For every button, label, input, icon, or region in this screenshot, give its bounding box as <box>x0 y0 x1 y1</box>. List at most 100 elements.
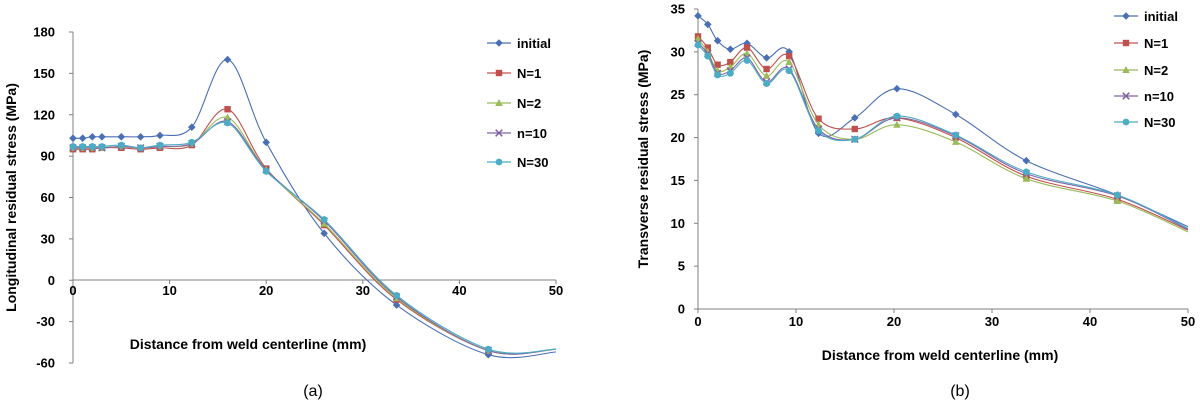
data-point-marker <box>1022 156 1031 165</box>
data-point-marker <box>223 55 232 64</box>
data-point-marker <box>117 141 125 149</box>
legend-label: N=30 <box>1144 115 1175 130</box>
data-point-marker <box>727 58 734 66</box>
data-point-marker <box>743 57 751 64</box>
data-point-marker <box>137 144 145 152</box>
data-point-marker <box>714 61 721 68</box>
x-tick-label: 10 <box>789 314 803 329</box>
legend-item: N=2 <box>487 96 541 111</box>
series-group <box>69 55 557 359</box>
y-tick-label: -30 <box>36 314 55 329</box>
data-point-marker <box>694 35 702 42</box>
data-point-marker <box>262 138 270 147</box>
y-tick-label: 150 <box>33 66 55 81</box>
data-point-marker <box>893 120 901 128</box>
y-tick-labels: -60 -30 0 30 60 90 120 150 180 <box>33 25 73 371</box>
data-point-marker <box>495 99 503 106</box>
data-point-marker <box>224 119 231 127</box>
series-line <box>72 108 557 355</box>
series-line <box>72 121 557 354</box>
y-tick-label: 5 <box>678 259 685 274</box>
chart-panel-b: 0 5 10 15 20 25 30 35 0 10 20 30 40 50 Transverse resi… <box>635 2 1195 401</box>
series-initial <box>69 55 557 359</box>
data-point-marker <box>1122 66 1130 73</box>
data-point-marker <box>1022 174 1031 182</box>
x-axis-title: Distance from weld centerline (mm) <box>822 347 1059 363</box>
data-point-marker <box>815 115 822 122</box>
legend-item: initial <box>1114 9 1178 24</box>
data-point-marker <box>815 127 822 135</box>
x-tick-label: 0 <box>694 314 701 329</box>
y-tick-label: 15 <box>671 173 685 188</box>
data-point-marker <box>893 84 901 93</box>
chart-panel-a: -60 -30 0 30 60 90 120 150 180 0 10 20 30 40 50 Longitu… <box>3 25 563 401</box>
y-tick-labels: 0 5 10 15 20 25 30 35 <box>671 2 698 317</box>
legend-label: N=2 <box>1144 63 1168 78</box>
data-point-marker <box>1122 12 1130 20</box>
series-line <box>73 120 557 355</box>
series-n2 <box>694 35 1189 233</box>
x-tick-label: 30 <box>985 314 999 329</box>
series-group <box>694 12 1189 233</box>
data-point-marker <box>78 134 87 142</box>
x-marker-stroke <box>1122 92 1130 100</box>
data-point-marker <box>952 131 960 139</box>
y-tick-label: 30 <box>41 231 55 246</box>
legend-label: N=30 <box>517 155 548 170</box>
data-point-marker <box>851 114 859 122</box>
x-tick-labels: 0 10 20 30 40 50 <box>694 309 1195 329</box>
x-tick-label: 40 <box>452 283 466 298</box>
data-point-marker <box>262 167 270 175</box>
data-point-marker <box>1114 191 1121 199</box>
legend-item: initial <box>487 36 551 51</box>
x-tick-label: 50 <box>549 283 563 298</box>
data-point-marker <box>763 80 770 87</box>
data-point-marker <box>704 52 712 60</box>
y-axis-title: Longitudinal residual stress (MPa) <box>3 83 19 312</box>
data-point-marker <box>1122 39 1130 47</box>
data-point-marker <box>88 143 96 150</box>
data-point-marker <box>320 219 328 227</box>
data-point-marker <box>743 44 751 51</box>
y-tick-label: 120 <box>33 107 55 122</box>
data-point-marker <box>785 48 793 56</box>
legend-item: N=30 <box>1114 115 1175 130</box>
data-point-marker <box>714 71 721 79</box>
legend-item: N=1 <box>487 66 541 81</box>
data-point-marker <box>851 125 858 133</box>
data-point-marker <box>1113 197 1122 204</box>
data-point-marker <box>495 39 503 47</box>
data-point-marker <box>1022 168 1030 176</box>
x-axis-title: Distance from weld centerline (mm) <box>130 336 367 352</box>
x-tick-label: 0 <box>69 283 76 298</box>
data-point-marker <box>188 138 196 146</box>
y-tick-label: 90 <box>41 149 55 164</box>
y-tick-label: 0 <box>48 273 55 288</box>
data-point-marker <box>713 36 722 45</box>
y-tick-label: 0 <box>678 302 685 317</box>
series-line <box>73 116 557 355</box>
data-point-marker <box>694 41 702 49</box>
x-tick-labels: 0 10 20 30 40 50 <box>69 280 563 298</box>
legend-item: N=30 <box>487 155 548 170</box>
data-point-marker <box>785 58 793 66</box>
series-n30 <box>69 119 557 354</box>
data-point-marker <box>893 112 901 120</box>
data-point-marker <box>79 143 87 150</box>
data-point-marker <box>1122 92 1130 100</box>
legend: initial N=1 N=2 n=10 N=30 <box>1114 9 1178 130</box>
x-tick-label: 10 <box>162 283 176 298</box>
legend: initial N=1 N=2 n=10 N=30 <box>487 36 551 170</box>
data-point-marker <box>392 301 401 309</box>
data-point-marker <box>951 137 960 145</box>
data-point-marker <box>484 350 493 359</box>
legend-label: N=2 <box>517 96 541 111</box>
data-point-marker <box>762 71 771 79</box>
data-point-marker <box>320 216 328 223</box>
x-tick-label: 40 <box>1083 314 1097 329</box>
data-point-marker <box>188 123 196 131</box>
data-point-marker <box>156 131 164 140</box>
legend-label: N=1 <box>1144 36 1168 51</box>
y-axis-title: Transverse residual stress (MPa) <box>635 50 651 269</box>
